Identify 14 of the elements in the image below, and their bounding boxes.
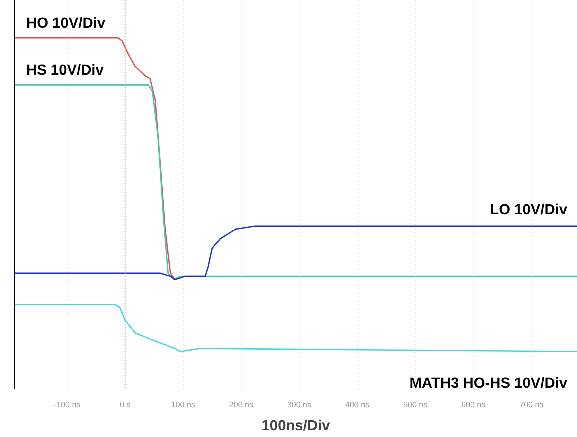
series-label: HS 10V/Div: [26, 63, 105, 80]
x-tick-label: 100 ns: [171, 400, 196, 410]
x-axis-title: 100ns/Div: [262, 418, 332, 434]
x-tick-label: 500 ns: [404, 400, 428, 410]
x-tick-label: 700 ns: [520, 400, 544, 410]
series-label: HO 10V/Div: [26, 16, 106, 32]
x-tick-label: 300 ns: [287, 400, 312, 410]
series-label: LO 10V/Div: [490, 202, 568, 218]
x-tick-label: -100 ns: [54, 400, 81, 410]
x-tick-label: 200 ns: [229, 400, 254, 410]
series-label: MATH3 HO-HS 10V/Div: [410, 376, 568, 392]
x-tick-label: 600 ns: [462, 400, 486, 410]
x-tick-label: 400 ns: [346, 400, 370, 410]
x-tick-label: 0 s: [120, 400, 131, 410]
